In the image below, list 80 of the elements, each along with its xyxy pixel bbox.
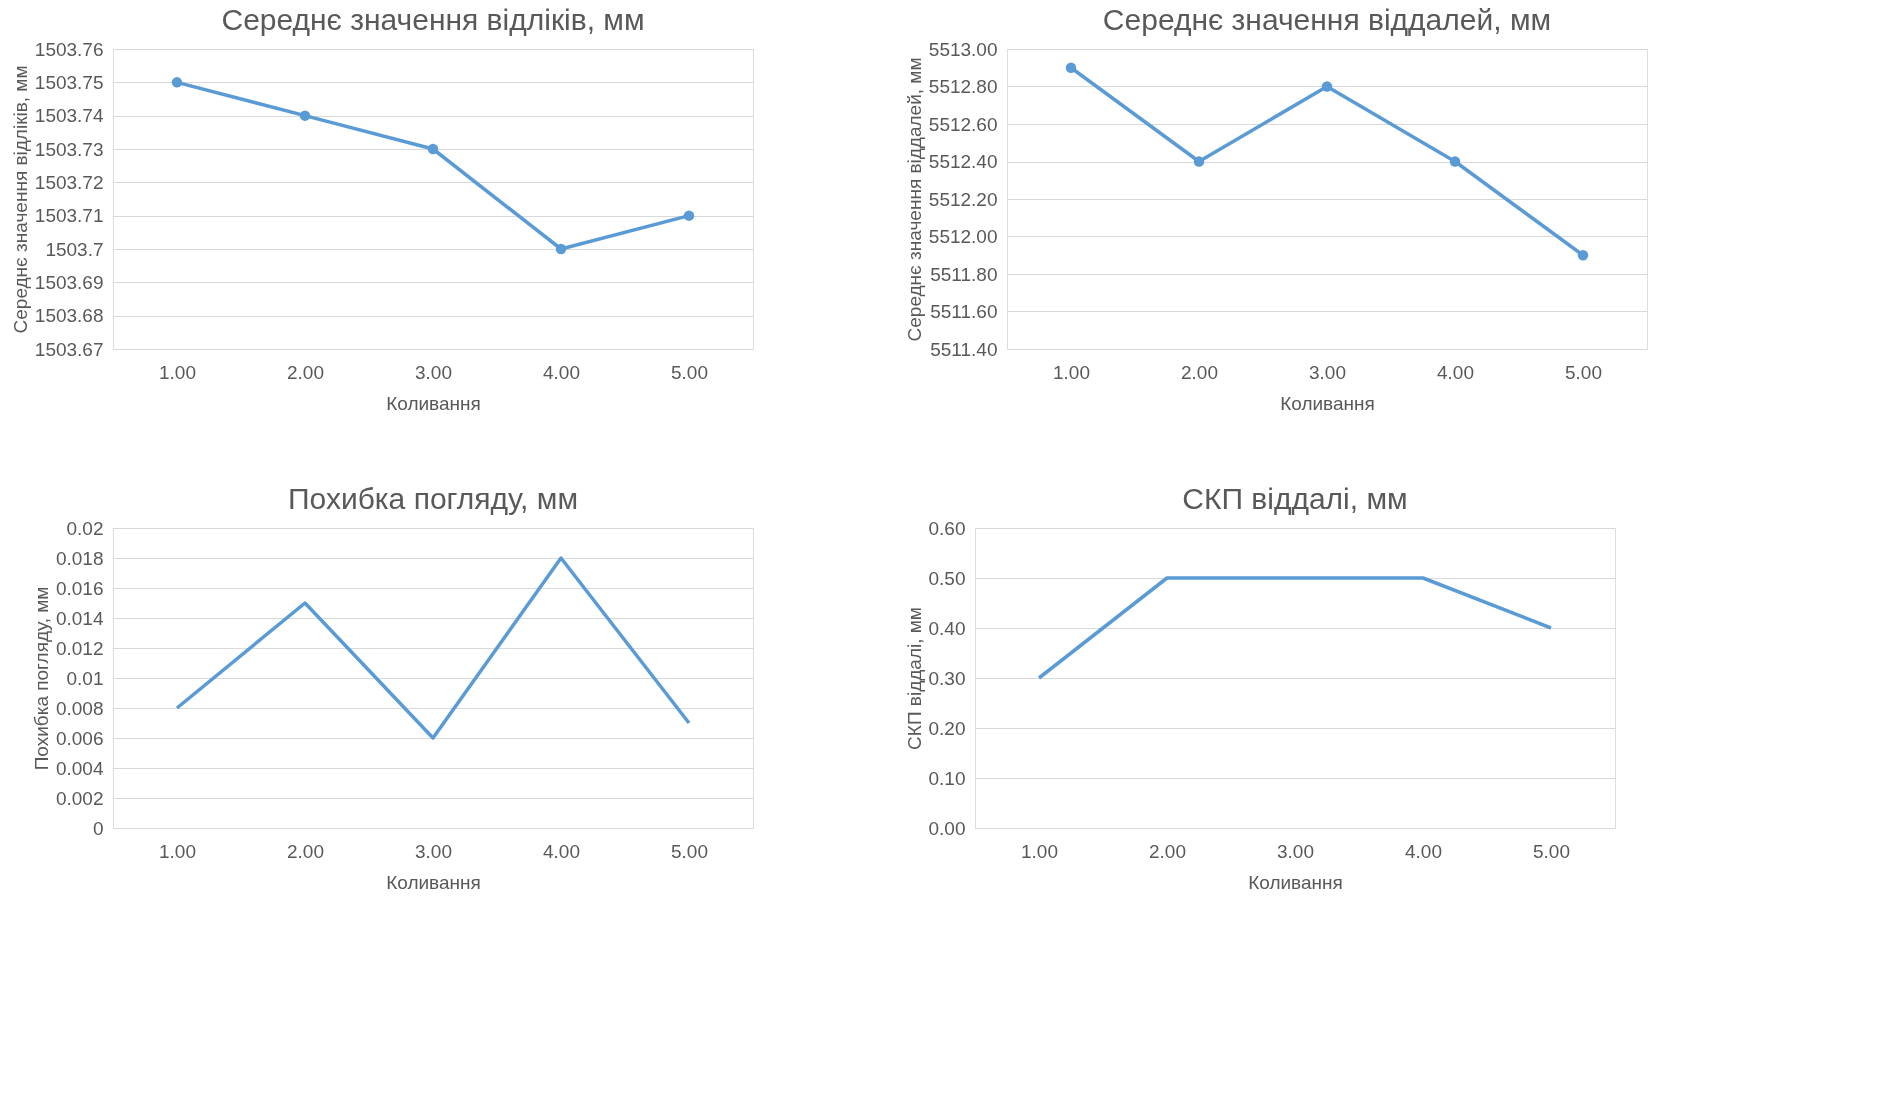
- x-tick-label: 2.00: [1181, 361, 1218, 383]
- x-axis-title: Коливання: [1248, 871, 1343, 893]
- y-tick-label: 0.00: [928, 817, 966, 839]
- point: [171, 77, 183, 88]
- y-tick-label: 1503.68: [34, 305, 104, 327]
- y-tick-label: 5513.00: [928, 38, 998, 60]
- point: [1449, 156, 1461, 167]
- point: [1321, 81, 1333, 92]
- y-tick-label: 0.008: [55, 697, 104, 719]
- x-tick-label: 2.00: [287, 840, 324, 862]
- x-tick-label: 2.00: [287, 361, 324, 383]
- y-axis-title: Середнє значення віддалей, мм: [903, 57, 925, 342]
- y-tick-label: 5512.20: [928, 188, 998, 210]
- y-tick-label: 0.004: [55, 757, 104, 779]
- x-tick-label: 4.00: [543, 840, 580, 862]
- y-tick-label: 1503.76: [34, 38, 104, 60]
- x-tick-label: 1.00: [159, 840, 196, 862]
- y-tick-label: 1503.71: [34, 205, 104, 227]
- line-series: [175, 556, 691, 740]
- y-axis-title: Середнє значення відліків, мм: [9, 65, 31, 334]
- y-tick-label: 0.30: [928, 667, 966, 689]
- y-tick-label: 0.50: [928, 567, 966, 589]
- x-tick-label: 5.00: [1533, 840, 1570, 862]
- y-tick-label: 0.20: [928, 717, 966, 739]
- point: [1577, 250, 1589, 261]
- y-tick-label: 0.01: [66, 667, 104, 689]
- y-tick-label: 5511.80: [930, 263, 998, 285]
- x-tick-label: 3.00: [1277, 840, 1314, 862]
- chart-title: Середнє значення віддалей, мм: [1102, 3, 1552, 36]
- x-axis-title: Коливання: [386, 392, 481, 414]
- x-tick-label: 5.00: [671, 840, 708, 862]
- x-tick-label: 4.00: [543, 361, 580, 383]
- y-axis-title: СКП віддалі, мм: [903, 607, 925, 750]
- x-axis-title: Коливання: [1280, 392, 1375, 414]
- y-tick-label: 0.02: [66, 517, 104, 539]
- y-tick-label: 5511.60: [930, 301, 998, 322]
- y-tick-label: 1503.75: [34, 71, 104, 93]
- chart-title: Середнє значення відліків, мм: [221, 3, 645, 36]
- point: [299, 110, 311, 121]
- y-tick-label: 0.016: [55, 577, 104, 599]
- point: [1065, 62, 1077, 73]
- y-tick-label: 0.018: [55, 547, 104, 569]
- x-tick-label: 1.00: [159, 361, 196, 383]
- y-tick-label: 0.40: [928, 617, 966, 639]
- y-tick-label: 1503.69: [34, 271, 104, 293]
- x-axis-title: Коливання: [386, 871, 481, 893]
- y-tick-label: 5512.40: [928, 151, 998, 172]
- y-tick-label: 0.60: [928, 517, 966, 539]
- y-tick-label: 5512.00: [928, 226, 998, 247]
- y-tick-label: 0.006: [55, 727, 104, 749]
- point: [427, 143, 439, 155]
- y-tick-label: 5512.60: [928, 113, 998, 135]
- chart-title: Похибка погляду, мм: [287, 482, 579, 515]
- x-tick-label: 1.00: [1021, 840, 1058, 862]
- y-tick-label: 1503.73: [34, 138, 104, 160]
- x-tick-label: 5.00: [1565, 361, 1602, 383]
- y-tick-label: 0: [92, 817, 104, 839]
- point: [1193, 156, 1205, 167]
- x-tick-label: 1.00: [1053, 361, 1090, 383]
- x-tick-label: 4.00: [1437, 361, 1474, 383]
- y-tick-label: 5511.40: [930, 338, 998, 360]
- point: [683, 210, 695, 221]
- y-tick-label: 0.012: [55, 637, 104, 659]
- y-tick-label: 1503.67: [34, 338, 104, 360]
- y-tick-label: 1503.72: [34, 171, 104, 193]
- y-tick-label: 5512.80: [928, 76, 998, 97]
- y-tick-label: 1503.7: [45, 238, 104, 260]
- y-tick-label: 0.014: [55, 607, 104, 629]
- chart-title: СКП віддалі, мм: [1182, 482, 1408, 515]
- x-tick-label: 3.00: [415, 840, 452, 862]
- y-tick-label: 1503.74: [34, 105, 104, 127]
- point: [555, 243, 567, 255]
- y-axis-title: Похибка погляду, мм: [30, 586, 52, 771]
- x-tick-label: 5.00: [671, 361, 708, 383]
- y-tick-label: 0.10: [928, 767, 966, 789]
- x-tick-label: 4.00: [1405, 840, 1442, 862]
- x-tick-label: 3.00: [415, 361, 452, 383]
- x-tick-label: 2.00: [1149, 840, 1186, 862]
- y-tick-label: 0.002: [55, 787, 104, 809]
- x-tick-label: 3.00: [1309, 361, 1346, 383]
